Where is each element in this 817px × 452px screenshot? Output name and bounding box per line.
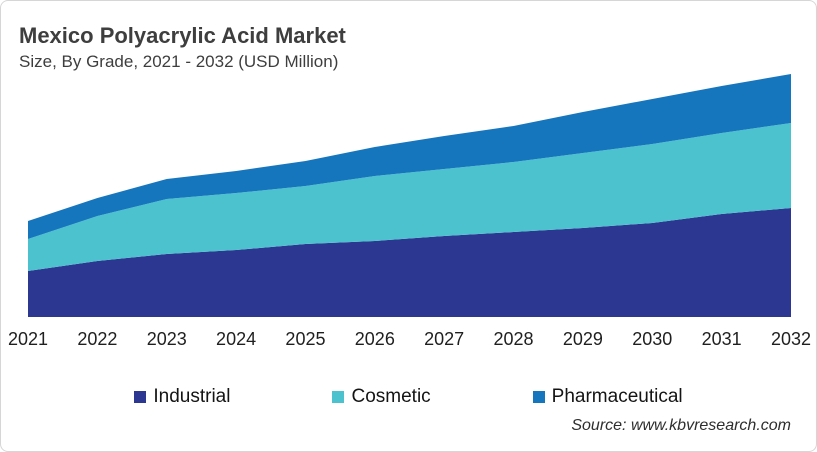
x-axis-label: 2029 [562, 329, 603, 349]
legend-item-pharmaceutical: Pharmaceutical [532, 386, 683, 408]
chart-header: Mexico Polyacrylic Acid Market Size, By … [19, 23, 346, 72]
x-axis-label: 2031 [701, 329, 742, 349]
legend-label: Pharmaceutical [551, 386, 683, 407]
page-title: Mexico Polyacrylic Acid Market [19, 23, 346, 48]
industrial-swatch-icon [134, 391, 147, 403]
x-axis-label: 2025 [285, 329, 326, 349]
area-pharmaceutical [28, 74, 791, 239]
page-subtitle: Size, By Grade, 2021 - 2032 (USD Million… [19, 52, 339, 72]
x-axis-label: 2027 [424, 329, 465, 349]
x-axis-label: 2022 [77, 329, 118, 349]
area-cosmetic [28, 123, 791, 271]
x-axis: 2021 2022 2023 2024 2025 2026 2027 2028 2029 2030… [1, 329, 816, 351]
legend-item-industrial: Industrial [134, 386, 230, 408]
pharmaceutical-swatch-icon [532, 391, 545, 403]
chart-legend: Industrial Cosmetic Pharmaceutical [1, 386, 816, 408]
x-axis-label: 2032 [770, 329, 812, 349]
legend-label: Industrial [153, 386, 231, 407]
legend-label: Cosmetic [351, 386, 431, 407]
x-axis-label: 2021 [7, 329, 49, 349]
stacked-area-chart [28, 74, 791, 317]
source-credit: Source: www.kbvresearch.com [571, 417, 791, 434]
x-axis-label: 2024 [216, 329, 257, 349]
x-axis-label: 2030 [632, 329, 673, 349]
x-axis-label: 2023 [146, 329, 187, 349]
area-industrial [28, 208, 791, 317]
legend-item-cosmetic: Cosmetic [332, 386, 431, 408]
x-axis-label: 2026 [354, 329, 395, 349]
cosmetic-swatch-icon [332, 391, 345, 403]
x-axis-label: 2028 [493, 329, 534, 349]
